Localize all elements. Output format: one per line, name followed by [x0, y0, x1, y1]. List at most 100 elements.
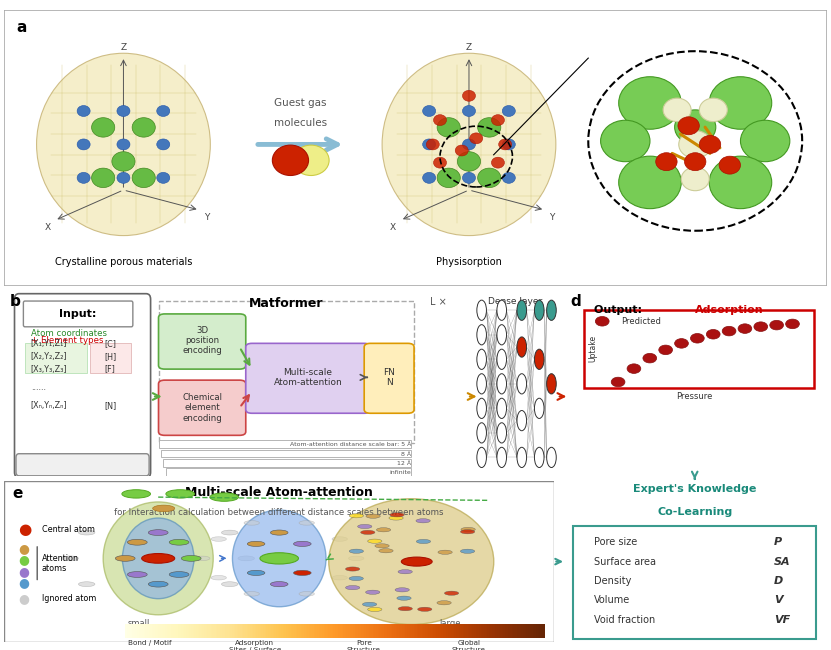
- Circle shape: [116, 556, 135, 562]
- Circle shape: [709, 77, 772, 129]
- FancyBboxPatch shape: [25, 343, 87, 373]
- Circle shape: [706, 330, 720, 339]
- Text: SA: SA: [774, 556, 790, 567]
- Circle shape: [112, 151, 135, 171]
- Text: Pressure: Pressure: [676, 392, 713, 401]
- FancyBboxPatch shape: [16, 454, 149, 476]
- Circle shape: [502, 105, 515, 116]
- Circle shape: [691, 333, 704, 343]
- FancyBboxPatch shape: [364, 343, 414, 413]
- Text: Multi-scale Atom-attention: Multi-scale Atom-attention: [185, 486, 373, 499]
- Text: Pore
Structure: Pore Structure: [347, 640, 381, 650]
- Text: Atom-attention distance scale bar: 5 Å: Atom-attention distance scale bar: 5 Å: [289, 443, 411, 447]
- Text: V: V: [774, 595, 783, 605]
- Circle shape: [170, 540, 189, 545]
- Circle shape: [77, 105, 90, 116]
- Circle shape: [478, 168, 501, 188]
- Circle shape: [349, 549, 363, 553]
- Circle shape: [477, 398, 486, 419]
- Text: Global
Structure: Global Structure: [452, 640, 486, 650]
- Text: Adsorption
Sites / Surface: Adsorption Sites / Surface: [229, 640, 281, 650]
- Bar: [164, 459, 411, 467]
- Circle shape: [477, 447, 486, 467]
- Circle shape: [127, 540, 147, 545]
- Circle shape: [534, 398, 544, 419]
- Circle shape: [477, 422, 486, 443]
- Ellipse shape: [329, 499, 494, 625]
- Circle shape: [293, 541, 311, 547]
- Circle shape: [700, 135, 720, 153]
- Text: Input:: Input:: [60, 309, 96, 319]
- Text: Guest gas: Guest gas: [274, 98, 327, 109]
- Circle shape: [398, 569, 412, 574]
- Bar: [166, 468, 411, 476]
- Circle shape: [293, 570, 311, 575]
- Circle shape: [534, 349, 544, 369]
- Circle shape: [437, 168, 460, 188]
- Circle shape: [122, 489, 150, 498]
- Circle shape: [754, 322, 768, 332]
- Circle shape: [445, 591, 459, 595]
- Bar: [161, 450, 411, 458]
- Circle shape: [117, 172, 130, 183]
- Circle shape: [477, 349, 486, 369]
- Text: Output:: Output:: [594, 305, 647, 315]
- Circle shape: [349, 514, 363, 518]
- Circle shape: [470, 133, 483, 144]
- Circle shape: [434, 157, 446, 168]
- Circle shape: [244, 592, 259, 596]
- Text: [X₁,Y₁,Z₁]: [X₁,Y₁,Z₁]: [31, 339, 67, 348]
- Circle shape: [148, 581, 168, 587]
- Text: [X₃,Y₃,Z₃]: [X₃,Y₃,Z₃]: [31, 365, 67, 374]
- Text: molecules: molecules: [273, 118, 327, 128]
- Circle shape: [497, 422, 507, 443]
- Text: 3D
position
encoding: 3D position encoding: [182, 326, 222, 356]
- Circle shape: [211, 575, 226, 580]
- Circle shape: [157, 172, 170, 183]
- Text: Attention
atoms: Attention atoms: [42, 554, 79, 573]
- Circle shape: [332, 537, 347, 541]
- Circle shape: [426, 139, 440, 150]
- Text: P: P: [774, 538, 782, 547]
- Circle shape: [398, 606, 412, 611]
- Circle shape: [248, 541, 265, 547]
- Text: Void fraction: Void fraction: [594, 615, 656, 625]
- Text: Co-Learning: Co-Learning: [657, 507, 732, 517]
- FancyBboxPatch shape: [14, 294, 150, 478]
- Circle shape: [293, 145, 329, 176]
- Circle shape: [517, 411, 527, 431]
- Circle shape: [491, 157, 504, 168]
- Circle shape: [619, 77, 681, 129]
- Circle shape: [132, 168, 155, 188]
- Circle shape: [499, 139, 512, 150]
- Text: Atom coordinates: Atom coordinates: [31, 329, 106, 338]
- Circle shape: [709, 156, 772, 209]
- Ellipse shape: [382, 53, 556, 235]
- Circle shape: [375, 544, 389, 548]
- Circle shape: [78, 530, 95, 535]
- Circle shape: [367, 539, 382, 543]
- Circle shape: [153, 505, 175, 512]
- Text: ●: ●: [18, 565, 29, 578]
- Circle shape: [438, 550, 452, 554]
- Circle shape: [491, 114, 504, 125]
- Ellipse shape: [233, 510, 326, 606]
- Circle shape: [497, 349, 507, 369]
- Circle shape: [77, 139, 90, 150]
- Text: Multi-scale
Atom-attention: Multi-scale Atom-attention: [273, 368, 342, 387]
- Text: D: D: [774, 576, 784, 586]
- Text: for Interaction calculation between different distance scales between atoms: for Interaction calculation between diff…: [115, 508, 444, 517]
- Circle shape: [547, 374, 556, 394]
- Text: FN
N: FN N: [383, 368, 395, 387]
- Circle shape: [357, 525, 372, 528]
- Text: Physisorption: Physisorption: [436, 257, 502, 267]
- Text: [N]: [N]: [105, 402, 117, 410]
- FancyBboxPatch shape: [90, 343, 131, 373]
- Bar: [159, 441, 411, 448]
- Circle shape: [497, 300, 507, 320]
- Circle shape: [211, 537, 226, 541]
- Text: infinite: infinite: [389, 470, 411, 475]
- Circle shape: [416, 519, 430, 523]
- Circle shape: [273, 145, 308, 176]
- Circle shape: [418, 607, 432, 612]
